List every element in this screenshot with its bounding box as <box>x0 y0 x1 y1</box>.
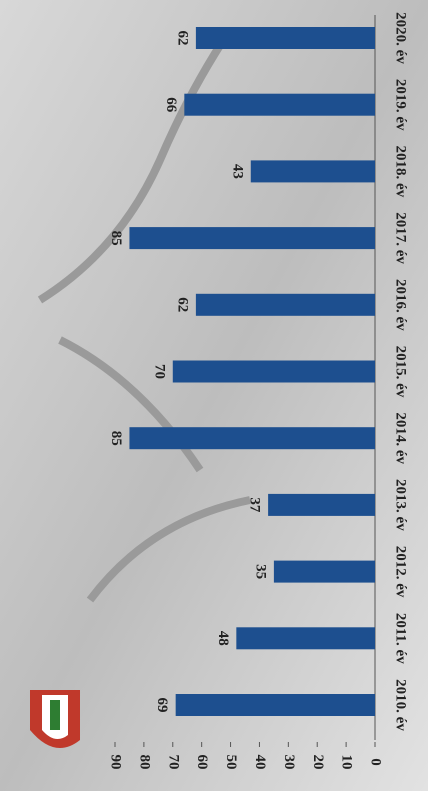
y-tick-label: 70 <box>165 755 181 770</box>
y-tick-label: 0 <box>368 758 384 766</box>
x-tick-label: 2015. év <box>393 346 409 398</box>
y-tick-label: 10 <box>339 755 355 770</box>
value-label: 85 <box>108 431 124 446</box>
x-tick-label: 2013. év <box>393 479 409 531</box>
y-tick-label: 30 <box>281 755 297 770</box>
x-tick-label: 2011. év <box>393 613 409 664</box>
value-label: 66 <box>163 97 179 113</box>
y-tick-label: 90 <box>108 755 124 770</box>
bar <box>129 427 375 450</box>
x-tick-label: 2014. év <box>393 412 409 464</box>
value-label: 70 <box>151 364 167 379</box>
bar <box>268 493 375 516</box>
tree-branches <box>37 27 251 603</box>
x-tick-label: 2010. év <box>393 679 409 731</box>
bar <box>175 694 375 716</box>
bar <box>184 93 375 116</box>
bar <box>129 227 375 250</box>
y-tick-label: 20 <box>310 755 326 770</box>
value-label: 43 <box>229 164 245 179</box>
x-tick-label: 2016. év <box>393 279 409 331</box>
bar <box>273 560 375 583</box>
x-tick-label: 2018. év <box>393 146 409 198</box>
bar <box>195 27 375 49</box>
bar <box>250 160 375 183</box>
y-tick-label: 40 <box>252 755 268 770</box>
bar <box>172 360 375 383</box>
y-tick-label: 80 <box>136 755 152 770</box>
x-tick-label: 2019. év <box>393 79 409 131</box>
logo <box>30 690 80 748</box>
value-label: 35 <box>252 564 268 579</box>
value-label: 48 <box>215 631 231 646</box>
y-tick-label: 60 <box>194 755 210 770</box>
value-label: 69 <box>154 698 170 713</box>
value-label: 62 <box>174 297 190 312</box>
y-tick-label: 50 <box>223 755 239 770</box>
x-tick-label: 2017. év <box>393 212 409 264</box>
x-tick-label: 2012. év <box>393 546 409 598</box>
value-label: 85 <box>108 231 124 246</box>
bar <box>195 293 375 316</box>
value-label: 37 <box>247 497 263 513</box>
x-tick-label: 2020. év <box>393 12 409 64</box>
bar <box>236 627 375 650</box>
value-label: 62 <box>174 31 190 46</box>
